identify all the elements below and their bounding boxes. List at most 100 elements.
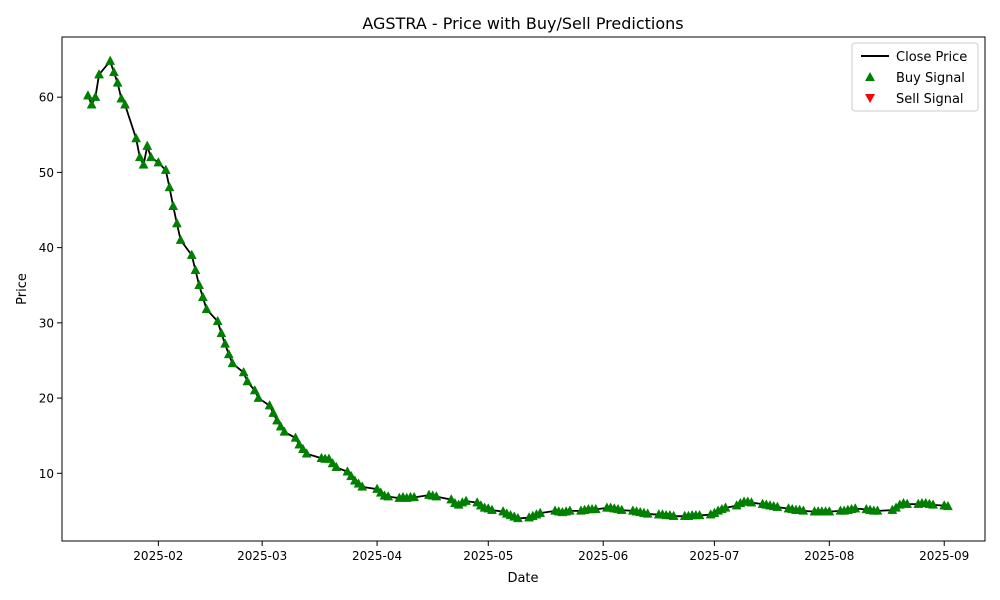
plot-frame [61,36,986,542]
buy-signal-marker [146,151,156,162]
legend: Close Price Buy Signal Sell Signal [851,42,979,112]
plot-area [83,55,953,523]
buy-signal-marker [227,357,238,368]
legend-sell-signal-label: Sell Signal [896,92,964,107]
buy-signal-marker [850,503,861,513]
legend-buy-signal-marker [865,72,875,81]
buy-signal-marker [272,415,282,425]
buy-signal-marker [513,512,523,523]
y-axis-label: Price [15,273,30,305]
buy-signal-marker [331,461,342,472]
x-tick-label: 2025-04 [352,549,402,563]
buy-signal-marker [160,164,171,174]
buy-signal-marker [186,249,197,259]
buy-signal-marker [342,466,353,476]
x-tick-label: 2025-05 [463,549,513,563]
x-tick-label: 2025-02 [133,549,183,563]
buy-signal-marker [746,497,757,507]
buy-signal-marker [642,508,653,518]
buy-signal-marker [616,504,627,514]
buy-signal-marker [301,448,312,458]
y-tick-label: 10 [39,467,54,481]
buy-signal-marker [253,392,264,402]
buy-signal-marker [535,507,546,517]
buy-signal-marker [487,504,497,514]
buy-signal-marker [872,505,883,515]
buy-signal-marker [194,279,205,289]
y-tick-label: 20 [39,392,54,406]
buy-signal-marker [798,505,809,515]
buy-signal-marker [86,99,97,109]
x-tick-label: 2025-09 [919,549,969,563]
buy-signal-series [83,55,953,523]
buy-signal-marker [290,432,301,442]
buy-signal-marker [197,291,208,302]
buy-signal-marker [279,426,290,436]
buy-signal-marker [383,491,394,501]
buy-signal-marker [116,93,127,103]
buy-signal-marker [409,491,420,502]
buy-signal-marker [264,400,275,410]
buy-signal-marker [357,481,368,491]
buy-signal-marker [238,366,249,377]
buy-signal-marker [175,234,186,244]
legend-buy-signal-label: Buy Signal [896,71,965,86]
buy-signal-marker [212,315,223,326]
buy-signal-marker [772,501,783,511]
x-tick-label: 2025-07 [689,549,739,563]
buy-signal-marker [153,157,164,167]
buy-signal-marker [105,55,116,65]
legend-close-price-label: Close Price [896,50,967,65]
x-axis-label: Date [507,571,538,586]
buy-signal-marker [668,510,679,520]
buy-signal-marker [824,506,835,516]
buy-signal-marker [223,348,234,359]
x-tick-label: 2025-06 [578,549,628,563]
buy-signal-marker [90,91,101,101]
buy-signal-marker [134,151,145,162]
buy-signal-marker [294,439,305,449]
y-axis-ticks: 10 20 30 40 50 60 [39,91,62,481]
buy-signal-marker [461,495,471,505]
buy-signal-marker [138,159,149,169]
chart-title: AGSTRA - Price with Buy/Sell Predictions [362,14,683,33]
buy-signal-marker [268,407,279,417]
buy-signal-marker [108,66,119,77]
y-tick-label: 40 [39,241,54,255]
buy-signal-marker [220,338,231,348]
buy-signal-marker [323,453,334,463]
buy-signal-marker [902,498,913,508]
buy-signal-marker [242,375,253,386]
buy-signal-marker [943,500,953,511]
buy-signal-marker [298,443,308,453]
buy-signal-marker [249,385,260,395]
buy-signal-marker [275,421,286,431]
buy-signal-marker [720,502,731,512]
buy-signal-marker [164,181,175,192]
buy-signal-marker [131,133,142,143]
buy-signal-marker [142,140,153,150]
buy-signal-marker [201,303,212,314]
buy-signal-marker [83,90,93,100]
buy-signal-marker [694,509,705,520]
buy-signal-marker [94,69,104,79]
buy-signal-marker [190,264,201,274]
buy-signal-marker [171,218,182,228]
buy-signal-marker [216,327,227,338]
y-tick-label: 50 [39,166,54,180]
buy-signal-marker [120,99,130,109]
y-tick-label: 30 [39,316,54,330]
x-axis-ticks: 2025-02 2025-03 2025-04 2025-05 2025-06 2025-… [133,541,969,563]
x-tick-label: 2025-03 [237,549,287,563]
buy-signal-marker [590,503,601,514]
legend-sell-signal-marker [865,94,875,103]
buy-signal-marker [168,200,179,211]
y-tick-label: 60 [39,91,54,105]
legend-box [851,42,979,112]
buy-signal-marker [928,499,939,509]
x-tick-label: 2025-08 [804,549,854,563]
buy-signal-marker [431,491,442,501]
buy-signal-marker [564,505,575,515]
